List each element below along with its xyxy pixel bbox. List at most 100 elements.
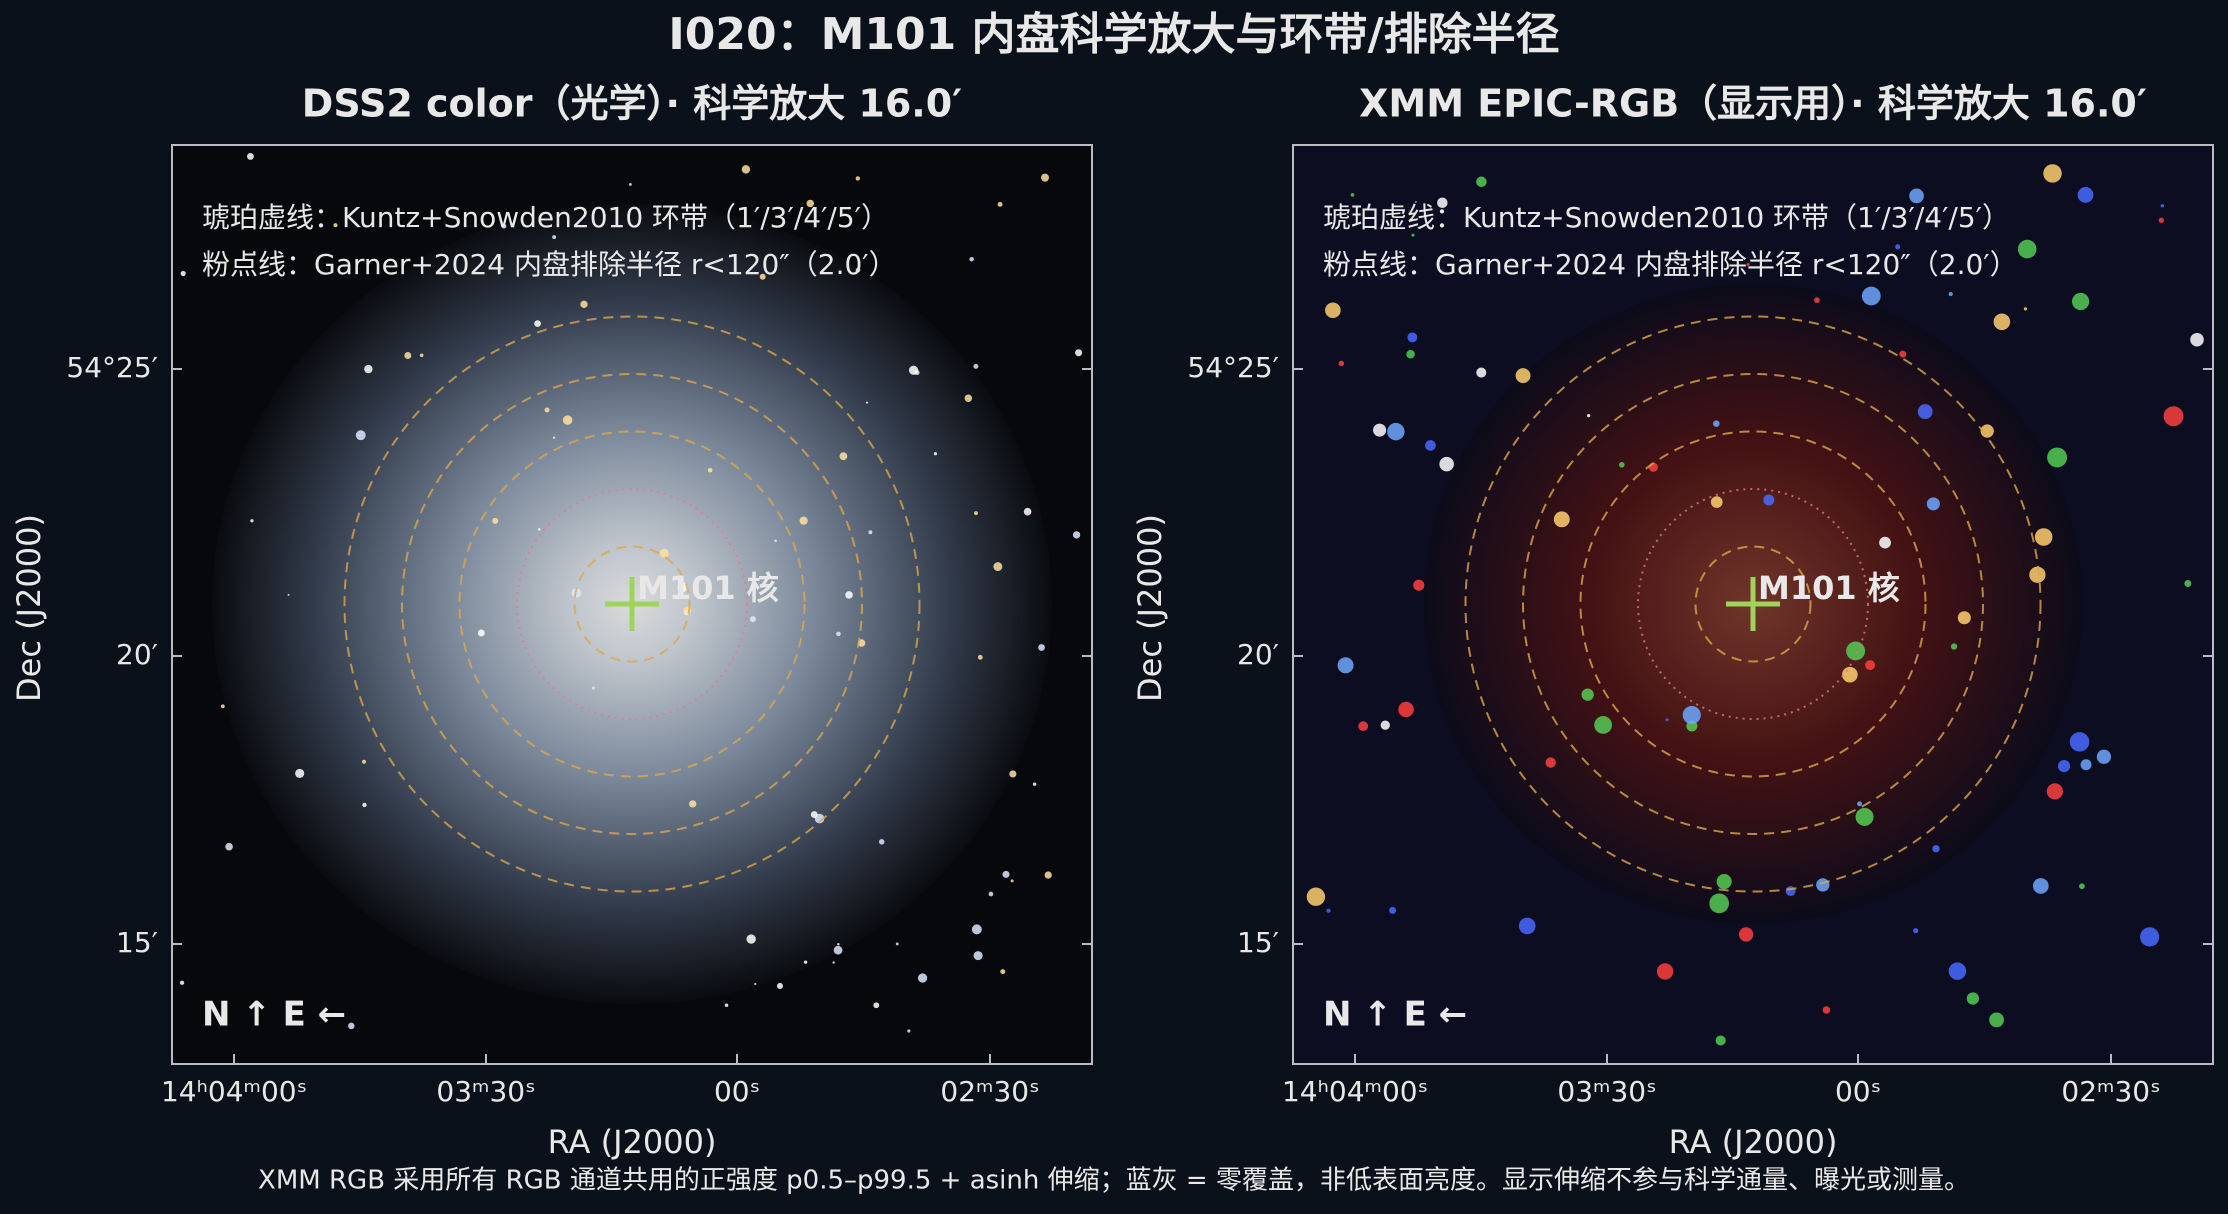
source [1553, 511, 1570, 528]
source [1072, 531, 1081, 539]
source [741, 165, 751, 174]
source [2096, 749, 2112, 764]
source [774, 539, 777, 543]
source [933, 452, 938, 456]
y-tick-label: 20′ [1237, 638, 1279, 671]
source [964, 394, 973, 403]
legend-pink: 粉点线：Garner+2024 内盘排除半径 r<120″（2.0′） [202, 248, 897, 281]
source [1437, 197, 1448, 209]
source [355, 430, 366, 441]
source [2043, 164, 2062, 183]
y-tick-label: 20′ [116, 638, 158, 671]
source [803, 960, 808, 964]
source [534, 320, 541, 327]
source [1746, 263, 1750, 267]
source [477, 629, 485, 637]
annulus-ring [458, 430, 806, 778]
source [1957, 611, 1971, 625]
source [287, 593, 290, 596]
source [252, 250, 256, 254]
source [1439, 456, 1454, 472]
panel-title: DSS2 color（光学）· 科学放大 16.0′ [302, 82, 962, 126]
annulus-ring [343, 315, 921, 893]
annulus-ring [573, 545, 691, 663]
source [2163, 406, 2184, 427]
source [591, 686, 595, 690]
panels: M101 核 DSS2 color（光学）· 科学放大 16.0′ 琥珀虚线：Kun… [10, 82, 2214, 1161]
source [836, 631, 841, 637]
source [2184, 580, 2192, 588]
x-tick-label: 00ˢ [714, 1075, 760, 1108]
source [754, 982, 757, 986]
source [1948, 962, 1967, 980]
source [724, 1003, 729, 1007]
source [776, 982, 784, 990]
source [993, 562, 1003, 572]
source [969, 256, 974, 262]
source [2140, 927, 2160, 947]
source [1040, 173, 1050, 182]
compass: N ↑ E ← [1323, 995, 1467, 1035]
source [220, 704, 225, 709]
source [895, 942, 899, 946]
source [855, 267, 861, 273]
source [971, 924, 982, 935]
source [837, 942, 840, 946]
source [746, 934, 756, 944]
source [1948, 291, 1953, 297]
source [1899, 350, 1907, 358]
source [865, 401, 869, 404]
source [833, 945, 843, 955]
source [799, 516, 808, 525]
source [873, 1002, 880, 1009]
source [2047, 447, 2068, 468]
source [1879, 536, 1891, 549]
source [1709, 893, 1730, 914]
x-tick-label: 14ʰ04ᵐ00ˢ [161, 1075, 307, 1108]
legend-pink: 粉点线：Garner+2024 内盘排除半径 r<120″（2.0′） [1323, 248, 2018, 281]
source [2160, 204, 2164, 208]
source [364, 364, 373, 374]
source [1656, 963, 1674, 980]
source [1710, 496, 1723, 508]
source [1476, 367, 1487, 378]
source [997, 201, 1003, 207]
figure-title: I020：M101 内盘科学放大与环带/排除半径 [668, 9, 1559, 60]
source [580, 300, 588, 308]
y-axis-label: Dec (J2000) [1131, 514, 1169, 702]
annulus-ring [1464, 315, 2042, 893]
source [1476, 176, 1487, 187]
caption: XMM RGB 采用所有 RGB 通道共用的正强度 p0.5–p99.5 + a… [258, 1166, 1970, 1196]
source [1913, 928, 1919, 934]
source [1358, 721, 1369, 732]
x-tick-label: 14ʰ04ᵐ00ˢ [1282, 1075, 1428, 1108]
source [2069, 732, 2090, 752]
source [1338, 360, 1345, 367]
source [553, 436, 556, 439]
source [1337, 657, 1354, 674]
source [1044, 871, 1052, 879]
source [907, 1029, 911, 1033]
source [1032, 782, 1037, 786]
source [2077, 187, 2094, 203]
source [1716, 873, 1732, 890]
source [2158, 217, 2164, 223]
source [1000, 969, 1006, 975]
source [677, 582, 688, 593]
source [1325, 302, 1341, 319]
source [973, 951, 983, 961]
source [1009, 770, 1017, 778]
source [348, 1022, 355, 1030]
x-tick-label: 02ᵐ30ˢ [2061, 1075, 2160, 1108]
source [1738, 927, 1754, 942]
source [977, 654, 983, 660]
source [917, 973, 928, 983]
y-tick-label: 15′ [116, 926, 158, 959]
source [1822, 1006, 1831, 1014]
source [362, 759, 366, 764]
source [1411, 233, 1415, 237]
nucleus-label: M101 核 [1758, 569, 1900, 607]
annulus-ring [1579, 430, 1927, 778]
source [2023, 307, 2028, 311]
